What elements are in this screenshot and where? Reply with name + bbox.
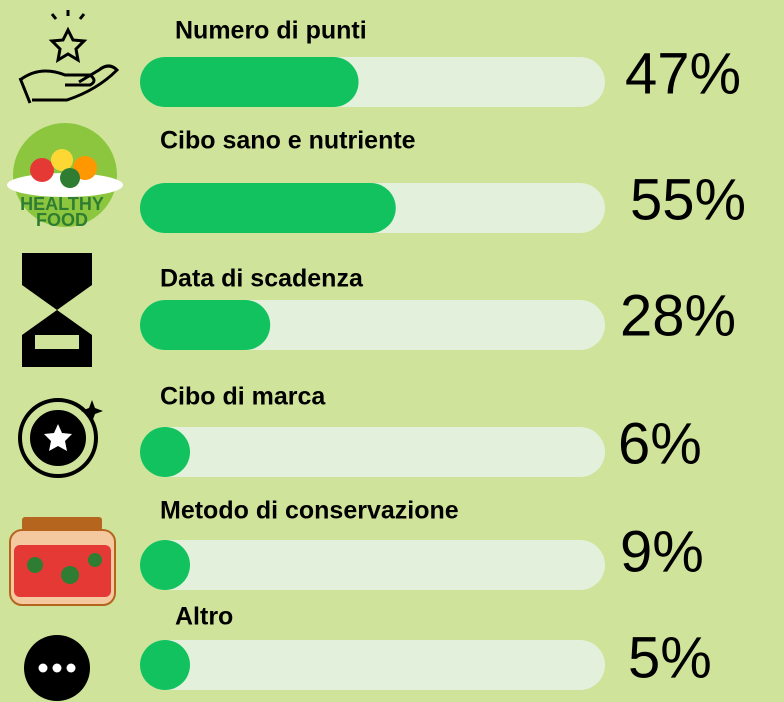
bar: [140, 427, 190, 477]
bar-label: Metodo di conservazione: [160, 497, 459, 525]
icon-more: [24, 635, 90, 701]
bar-label: Cibo di marca: [160, 383, 326, 411]
value-label: 5%: [628, 625, 712, 690]
value-label: 47%: [625, 41, 741, 106]
value-label: 28%: [620, 283, 736, 348]
svg-text:HEALTHY: HEALTHY: [20, 194, 104, 214]
icon-healthy-food: HEALTHY FOOD: [7, 123, 123, 230]
bar-label: Altro: [175, 603, 233, 631]
icon-hand-star: [18, 10, 120, 104]
icon-jar: [9, 517, 116, 606]
value-label: 6%: [618, 411, 702, 476]
icon-badge: [18, 398, 103, 478]
bar-label: Numero di punti: [175, 17, 367, 45]
value-label: 9%: [620, 519, 704, 584]
bar-track: [140, 427, 605, 477]
svg-text:FOOD: FOOD: [36, 210, 88, 230]
bar: [140, 183, 396, 233]
icon-hourglass: [22, 253, 92, 367]
bar: [140, 300, 271, 350]
bar-label: Data di scadenza: [160, 265, 364, 293]
bar: [140, 640, 190, 690]
bar: [140, 540, 190, 590]
bar-track: [140, 640, 605, 690]
value-label: 55%: [630, 167, 746, 232]
bar-label: Cibo sano e nutriente: [160, 127, 416, 155]
bar: [140, 57, 359, 107]
bar-track: [140, 540, 605, 590]
